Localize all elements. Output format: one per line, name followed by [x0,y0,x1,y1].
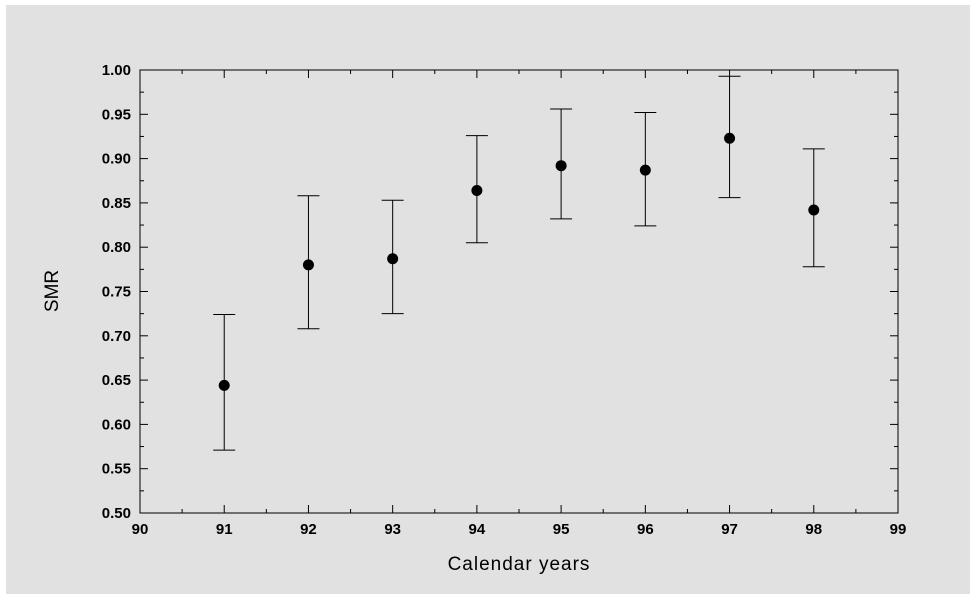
chart-figure: 90 91 92 93 94 95 96 97 98 99 0.50 0.55 0.60 0.65 0.7… [6,5,970,594]
y-tick-label: 0.65 [102,372,131,389]
x-tick-label: 99 [890,521,907,538]
y-axis-title: SMR [42,270,63,312]
y-axis-tick-labels: 0.50 0.55 0.60 0.65 0.70 0.75 0.80 0.85 0.90 0.95… [102,62,131,522]
x-tick-label: 92 [300,521,317,538]
y-tick-label: 0.70 [102,328,131,345]
y-tick-label: 1.00 [102,62,131,79]
x-tick-label: 93 [384,521,401,538]
x-axis-title: Calendar years [448,554,591,575]
x-tick-label: 98 [805,521,822,538]
x-tick-label: 90 [132,521,149,538]
x-tick-label: 91 [216,521,233,538]
data-point [302,259,314,271]
chart-svg: 90 91 92 93 94 95 96 97 98 99 0.50 0.55 0.60 0.65 0.7… [42,62,907,575]
y-tick-label: 0.75 [102,284,131,301]
y-tick-label: 0.90 [102,151,131,168]
y-tick-label: 0.85 [102,195,131,212]
x-axis-tick-labels: 90 91 92 93 94 95 96 97 98 99 [132,521,907,538]
plot-area [139,69,899,514]
data-point [471,184,483,196]
data-point [724,132,736,144]
x-tick-label: 96 [637,521,654,538]
x-tick-label: 97 [721,521,738,538]
y-axis-ticks [140,69,898,514]
data-point [387,253,399,265]
y-tick-label: 0.95 [102,106,131,123]
data-point [639,164,651,176]
x-axis-ticks [139,70,899,513]
data-point [218,379,230,391]
data-points [218,132,820,391]
data-point [555,160,567,172]
y-tick-label: 0.60 [102,416,131,433]
data-point [808,204,820,216]
y-tick-label: 0.80 [102,239,131,256]
y-tick-label: 0.55 [102,461,131,478]
x-tick-label: 94 [469,521,486,538]
y-tick-label: 0.50 [102,505,131,522]
x-tick-label: 95 [553,521,570,538]
